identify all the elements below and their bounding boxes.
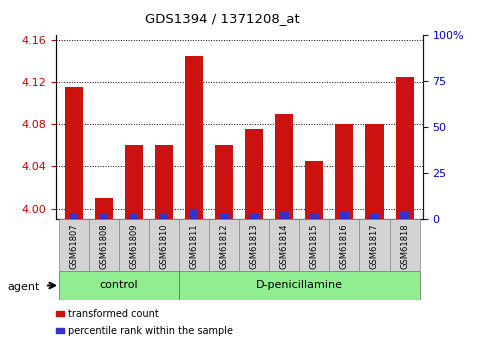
Text: percentile rank within the sample: percentile rank within the sample [68,326,233,335]
Text: GSM61809: GSM61809 [129,223,138,269]
Bar [58,271,179,300]
Bar [269,219,299,271]
Bar [125,145,143,219]
Text: GSM61815: GSM61815 [310,223,319,269]
Bar [329,219,359,271]
Text: agent: agent [7,282,40,292]
Text: D-penicillamine: D-penicillamine [256,280,343,290]
Text: transformed count: transformed count [68,309,158,319]
Text: GSM61807: GSM61807 [69,223,78,269]
Text: GSM61816: GSM61816 [340,223,349,269]
Bar [149,219,179,271]
Bar [299,219,329,271]
Text: GSM61813: GSM61813 [250,223,258,269]
Bar [99,215,108,219]
Bar [370,215,379,219]
Bar [250,214,258,219]
Bar [209,219,239,271]
Bar [95,198,113,219]
Text: GDS1394 / 1371208_at: GDS1394 / 1371208_at [145,12,299,25]
Text: GSM61817: GSM61817 [370,223,379,269]
Text: GSM61810: GSM61810 [159,223,169,269]
Bar [366,124,384,219]
Text: GSM61811: GSM61811 [189,223,199,269]
Bar [215,145,233,219]
Bar [310,213,319,219]
Text: GSM61814: GSM61814 [280,223,289,269]
Bar [340,211,349,219]
Text: GSM61818: GSM61818 [400,223,409,269]
Bar [335,124,354,219]
Bar [189,210,199,219]
Bar [359,219,389,271]
Bar [58,219,89,271]
Bar [239,219,269,271]
Bar [69,213,78,219]
Bar [179,271,420,300]
Bar [155,145,173,219]
Bar [220,214,228,219]
Bar [245,129,263,219]
Bar [400,211,409,219]
Text: GSM61808: GSM61808 [99,223,108,269]
Bar [275,114,293,219]
Bar [159,213,169,219]
Bar [185,56,203,219]
Bar [280,212,289,219]
Bar [89,219,119,271]
Bar [389,219,420,271]
Text: GSM61812: GSM61812 [220,223,228,269]
Bar [65,87,83,219]
Text: control: control [99,280,138,290]
Bar [396,77,413,219]
Bar [179,219,209,271]
Bar [119,219,149,271]
Bar [129,213,138,219]
Bar [305,161,323,219]
